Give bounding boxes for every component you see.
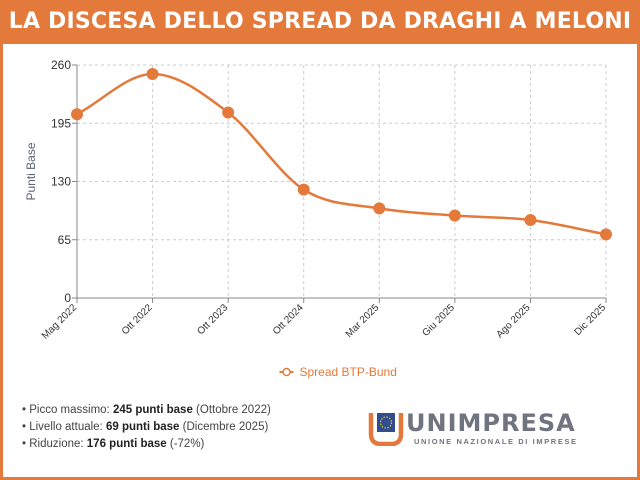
x-tick-label: Dic 2025 — [572, 302, 608, 338]
logo-wordmark: UNIMPRESA — [406, 409, 576, 437]
line-chart: 0 65 130 195 260 Mag 2022 Ott 2022 Ott 2023 Ott… — [24, 58, 612, 379]
x-tick-label: Giu 2025 — [420, 302, 457, 339]
note-current-value: 69 punti base — [105, 421, 180, 433]
note-peak-value: 245 punti base — [112, 404, 193, 416]
note-reduction-percent: (-72%) — [166, 438, 205, 450]
note-current-date: (Dicembre 2025) — [179, 421, 269, 433]
y-tick-label: 195 — [51, 116, 71, 130]
chart-grid — [76, 64, 607, 303]
x-tick-label: Ott 2022 — [120, 302, 155, 337]
note-reduction-value: 176 punti base — [86, 438, 167, 450]
data-points — [71, 67, 612, 241]
data-point — [600, 228, 612, 241]
note-reduction-label: Riduzione: — [29, 438, 87, 450]
data-point — [71, 108, 83, 121]
x-axis-ticks: Mag 2022 Ott 2022 Ott 2023 Ott 2024 Mar 2025… — [40, 302, 609, 342]
note-peak-label: Picco massimo: — [29, 404, 113, 416]
unimpresa-emblem-icon — [368, 413, 404, 446]
y-axis-label: Punti Base — [24, 142, 38, 200]
x-tick-label: Mag 2022 — [40, 302, 80, 342]
note-peak-date: (Ottobre 2022) — [192, 404, 271, 416]
x-tick-label: Ago 2025 — [494, 302, 532, 340]
data-point — [524, 214, 537, 227]
note-current: • Livello attuale: 69 punti base (Dicemb… — [22, 421, 269, 433]
data-point — [146, 67, 159, 80]
y-tick-label: 65 — [58, 233, 72, 247]
x-tick-label: Ott 2024 — [271, 302, 306, 337]
y-tick-label: 0 — [64, 291, 71, 305]
note-reduction: • Riduzione: 176 punti base (-72%) — [22, 438, 205, 450]
data-point — [448, 209, 461, 222]
title-banner: LA DISCESA DELLO SPREAD DA DRAGHI A MELO… — [0, 0, 640, 44]
x-tick-label: Ott 2023 — [195, 302, 230, 337]
y-axis-ticks: 0 65 130 195 260 — [51, 58, 77, 305]
legend[interactable]: Spread BTP-Bund — [279, 365, 397, 379]
y-tick-label: 260 — [51, 58, 71, 72]
summary-notes: • Picco massimo: 245 punti base (Ottobre… — [22, 402, 271, 453]
data-point — [222, 106, 235, 119]
unimpresa-logo: UNIMPRESA UNIONE NAZIONALE DI IMPRESE — [368, 409, 608, 447]
note-peak: • Picco massimo: 245 punti base (Ottobre… — [22, 404, 271, 416]
data-point — [373, 202, 386, 215]
legend-label: Spread BTP-Bund — [300, 365, 397, 379]
page-title: LA DISCESA DELLO SPREAD DA DRAGHI A MELO… — [8, 9, 632, 34]
logo-tagline: UNIONE NAZIONALE DI IMPRESE — [414, 437, 578, 446]
data-point — [297, 183, 310, 196]
note-current-label: Livello attuale: — [29, 421, 106, 433]
series-line — [76, 72, 607, 236]
legend-marker — [282, 367, 291, 377]
x-tick-label: Mar 2025 — [344, 302, 382, 340]
y-tick-label: 130 — [51, 175, 71, 189]
